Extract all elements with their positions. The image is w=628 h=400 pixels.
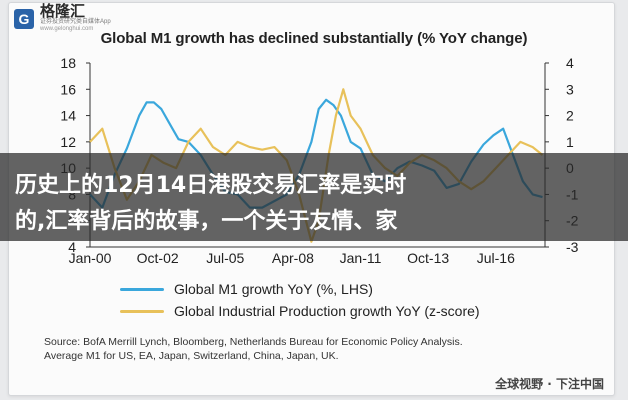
x-tick-label: Jul-05 bbox=[206, 250, 244, 266]
brand-name: 格隆汇 bbox=[40, 3, 86, 20]
brand-logo-icon: G bbox=[14, 8, 34, 29]
watermark-text: 全球视野 · 下注中国 bbox=[495, 377, 604, 391]
y-right-tick-label: -3 bbox=[566, 239, 579, 255]
headline-banner[interactable]: 历史上的12月14日港股交易汇率是实时 的,汇率背后的故事，一个关于友情、家 bbox=[0, 153, 628, 241]
headline-line-2: 的,汇率背后的故事，一个关于友情、家 bbox=[15, 209, 398, 234]
legend-swatch-m1 bbox=[120, 287, 164, 291]
source-line-2: Average M1 for US, EA, Japan, Switzerlan… bbox=[44, 350, 339, 362]
y-right-tick-label: 2 bbox=[566, 108, 574, 124]
source-line-1: Source: BofA Merrill Lynch, Bloomberg, N… bbox=[44, 336, 463, 348]
brand-header[interactable]: G 格隆汇 证券投资研究类自媒体App www.gelonghui.com bbox=[14, 3, 111, 32]
y-left-tick-label: 18 bbox=[60, 55, 76, 71]
y-left-tick-label: 12 bbox=[60, 134, 76, 150]
x-tick-label: Oct-13 bbox=[407, 250, 449, 266]
y-right-tick-label: 3 bbox=[566, 81, 574, 97]
legend-label-m1: Global M1 growth YoY (%, LHS) bbox=[174, 281, 373, 297]
chart-legend: Global M1 growth YoY (%, LHS) Global Ind… bbox=[120, 278, 480, 322]
x-tick-label: Apr-08 bbox=[272, 250, 314, 266]
brand-subtitle: 证券投资研究类自媒体App bbox=[40, 19, 111, 25]
chart-title: Global M1 growth has declined substantia… bbox=[100, 30, 528, 47]
legend-label-ip: Global Industrial Production growth YoY … bbox=[174, 303, 480, 319]
y-right-tick-label: 1 bbox=[566, 134, 574, 150]
x-tick-label: Jul-16 bbox=[477, 250, 515, 266]
legend-item-m1: Global M1 growth YoY (%, LHS) bbox=[120, 278, 480, 300]
y-left-tick-label: 16 bbox=[60, 81, 76, 97]
legend-item-ip: Global Industrial Production growth YoY … bbox=[120, 300, 480, 322]
brand-url: www.gelonghui.com bbox=[40, 26, 94, 32]
y-right-tick-label: 4 bbox=[566, 55, 574, 71]
y-left-tick-label: 14 bbox=[60, 108, 76, 124]
x-tick-label: Jan-11 bbox=[340, 250, 382, 266]
x-tick-label: Jan-00 bbox=[69, 250, 112, 266]
source-note: Source: BofA Merrill Lynch, Bloomberg, N… bbox=[44, 335, 584, 363]
y-left-tick-label: 4 bbox=[68, 239, 76, 255]
legend-swatch-ip bbox=[120, 309, 164, 313]
headline-line-1: 历史上的12月14日港股交易汇率是实时 bbox=[15, 173, 407, 198]
x-tick-label: Oct-02 bbox=[137, 250, 179, 266]
